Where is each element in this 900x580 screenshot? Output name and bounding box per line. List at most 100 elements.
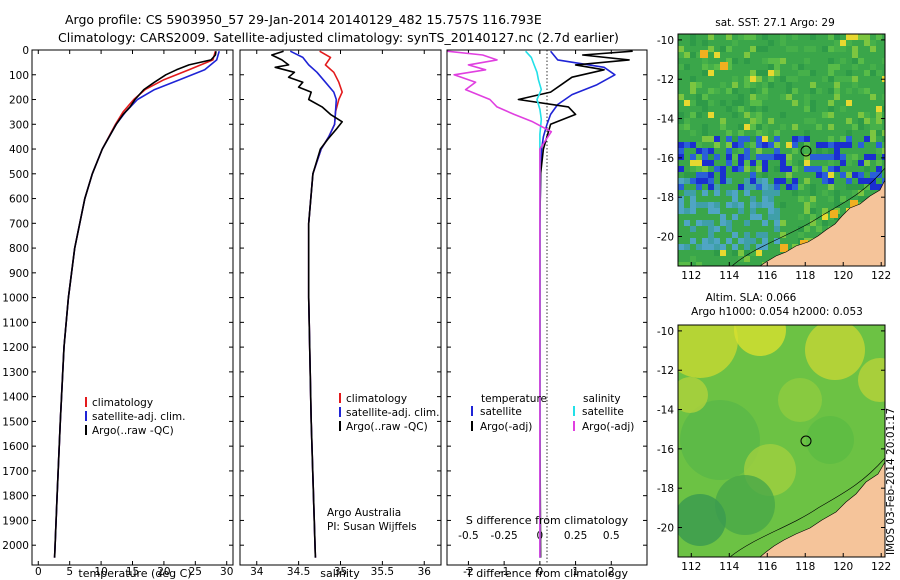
sst-cell [870,154,876,160]
sst-cell [750,196,756,202]
sst-cell [702,58,708,64]
sst-cell [780,220,786,226]
map-y-tick-label: -12 [657,74,674,86]
sst-cell [738,136,744,142]
salinity-panel: 34 34.5 35 35.5 36 salinity climatology sate… [239,49,442,580]
sst-cell [762,178,768,184]
sst-cell [756,148,762,154]
sst-cell [834,166,840,172]
sst-cell [756,70,762,76]
difference-xlabel-top: S difference from climatology [466,514,629,527]
sst-cell [828,76,834,82]
map-x-tick-label: 112 [681,270,701,282]
sst-cell [762,136,768,142]
sst-cell [744,166,750,172]
x-tick-label: 2 [608,566,615,578]
sst-cell [828,100,834,106]
sst-cell [762,202,768,208]
sst-cell [714,202,720,208]
sst-cell [738,130,744,136]
sst-cell [822,76,828,82]
sst-cell [780,58,786,64]
sla-isobath [729,457,885,557]
sst-cell [702,130,708,136]
y-tick-label: 0 [22,45,29,57]
sst-cell [882,178,885,184]
sst-cell [762,196,768,202]
sst-cell [786,160,792,166]
sst-cell [684,124,690,130]
sst-cell [714,226,720,232]
temperature-axis-ticks: 0 5 10 15 20 25 300100200300400500600700800900… [2,45,233,578]
sst-cell [780,124,786,130]
sst-cell [822,178,828,184]
series-line-t-satellite [539,50,616,558]
sst-cell [696,100,702,106]
map-x-tick-label: 118 [795,270,815,282]
sst-cell [714,238,720,244]
sst-cell [786,94,792,100]
sst-cell [732,202,738,208]
sst-cell [690,40,696,46]
sst-cell [762,166,768,172]
sst-cell [858,172,864,178]
sla-blob [678,494,726,546]
sst-cell [714,208,720,214]
sst-cell [762,130,768,136]
sst-warm-cell [830,210,838,218]
sst-cell [750,124,756,130]
sst-cell [744,232,750,238]
sst-cell [708,220,714,226]
sst-cell [696,82,702,88]
sst-cell [744,160,750,166]
legend-label-argo: Argo(..raw -QC) [92,425,174,437]
sst-cell [792,142,798,148]
sst-cell [756,250,762,256]
sst-cell [792,166,798,172]
sst-warm-cell [700,50,708,58]
sst-cell [822,166,828,172]
sst-cell [732,250,738,256]
sst-cell [744,136,750,142]
sst-cell [702,238,708,244]
sst-cell [744,178,750,184]
sst-cell [804,106,810,112]
sst-cell [720,100,726,106]
sst-cell [858,178,864,184]
sst-cell [726,130,732,136]
sst-cell [708,202,714,208]
sst-cell [828,184,834,190]
sst-cell [708,232,714,238]
sst-cell [696,184,702,190]
sst-cell [732,76,738,82]
sst-cell [714,244,720,250]
sst-cell [828,148,834,154]
sst-cell [840,142,846,148]
sst-cell [708,184,714,190]
sst-cell [690,100,696,106]
sst-cell [714,190,720,196]
sst-cell [792,46,798,52]
sst-cell [714,52,720,58]
sst-cell [708,172,714,178]
sst-cell [756,124,762,130]
sst-cell [810,214,816,220]
map-x-tick-label: 114 [719,270,739,282]
sla-map-ticks: 112 114 116 118 120 122 -10 -12 -14 -16 -18 -20 [657,326,891,573]
sst-map: sat. SST: 27.1 Argo: 29 112 114 116 118 120 1… [657,17,891,282]
legend-label-satellite: satellite-adj. clim. [92,411,185,423]
sst-cell [828,196,834,202]
sst-cell [714,136,720,142]
sst-cell [774,190,780,196]
legend-label-s-argo: Argo(-adj) [582,421,634,433]
sst-cell [822,208,828,214]
sst-cell [756,76,762,82]
sst-cell [720,178,726,184]
sst-cell [774,70,780,76]
sst-cell [882,142,885,148]
sst-cell [774,130,780,136]
sst-cell [750,208,756,214]
sst-cell [732,40,738,46]
sst-cell [840,106,846,112]
y-tick-label: 1800 [2,491,29,503]
